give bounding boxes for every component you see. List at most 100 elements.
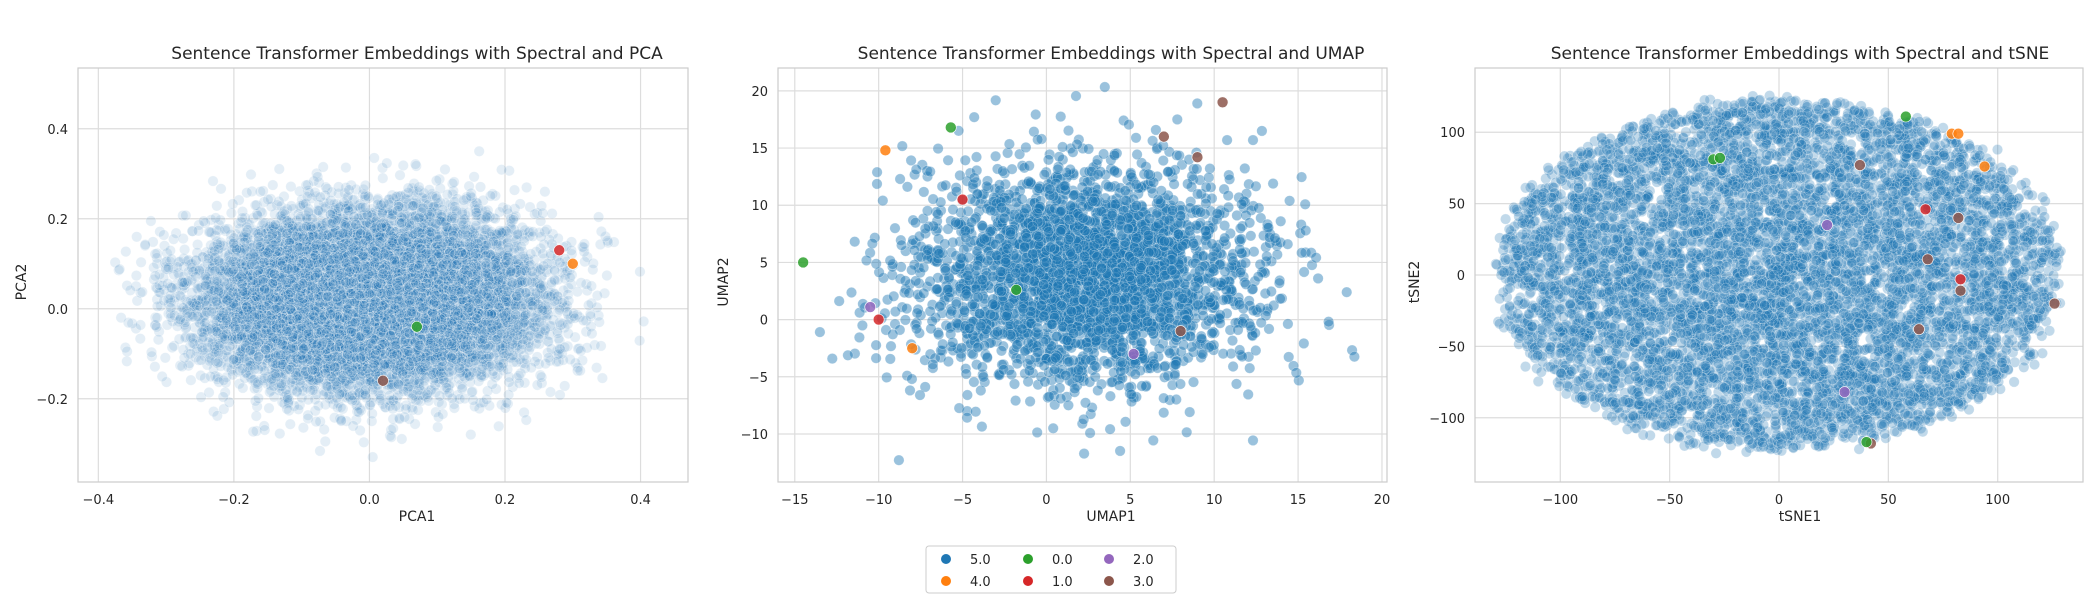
scatter-point [370, 252, 382, 264]
scatter-point [406, 351, 418, 363]
scatter-point [168, 233, 180, 245]
scatter-point [385, 314, 397, 326]
scatter-point [204, 331, 216, 343]
scatter-point [339, 275, 351, 287]
scatter-point [420, 261, 432, 273]
scatter-point [365, 249, 377, 261]
scatter-point [358, 300, 370, 312]
scatter-point [399, 291, 411, 303]
scatter-point [291, 342, 303, 354]
scatter-point [309, 331, 321, 343]
scatter-point [396, 433, 408, 445]
scatter-point [294, 279, 306, 291]
scatter-point [333, 287, 345, 299]
scatter-point [440, 312, 452, 324]
scatter-point [135, 256, 147, 268]
scatter-point [309, 268, 321, 280]
scatter-point [367, 325, 379, 337]
scatter-point [362, 306, 374, 318]
scatter-point [593, 211, 605, 223]
scatter-point [450, 303, 462, 315]
scatter-point [386, 283, 398, 295]
x-tick-label: 0.0 [359, 493, 380, 508]
scatter-point [385, 329, 397, 341]
scatter-point [313, 295, 325, 307]
scatter-point [337, 265, 349, 277]
scatter-point [554, 389, 566, 401]
scatter-point [437, 312, 449, 324]
x-tick-label: 0.2 [495, 493, 516, 508]
scatter-point [292, 370, 304, 382]
scatter-point [398, 253, 410, 265]
scatter-point [290, 374, 302, 386]
scatter-point [255, 291, 267, 303]
scatter-point [237, 382, 249, 394]
scatter-point [323, 284, 335, 296]
scatter-point [308, 326, 320, 338]
scatter-point [207, 175, 219, 187]
scatter-point [324, 259, 336, 271]
scatter-point [371, 355, 383, 367]
scatter-point [435, 332, 447, 344]
scatter-point [176, 283, 188, 295]
scatter-point [443, 312, 455, 324]
scatter-point [395, 339, 407, 351]
scatter-point [312, 301, 324, 313]
scatter-point [275, 309, 287, 321]
scatter-point [388, 276, 400, 288]
x-tick-label: −0.2 [218, 493, 250, 508]
scatter-point [409, 211, 421, 223]
scatter-point [369, 329, 381, 341]
scatter-point [474, 181, 486, 193]
scatter-point [355, 351, 367, 363]
scatter-point [261, 316, 273, 328]
scatter-point [288, 269, 300, 281]
scatter-point [321, 315, 333, 327]
scatter-point [312, 223, 324, 235]
scatter-point [339, 305, 351, 317]
scatter-point [595, 340, 607, 352]
scatter-point [354, 289, 366, 301]
scatter-point [545, 287, 557, 299]
panel-title: Sentence Transformer Embeddings with Spe… [171, 44, 663, 64]
scatter-point [249, 335, 261, 347]
scatter-point [352, 347, 364, 359]
scatter-point [131, 231, 143, 243]
scatter-point [276, 276, 288, 288]
scatter-point [177, 233, 189, 245]
scatter-point [455, 292, 467, 304]
scatter-point [385, 338, 397, 350]
scatter-point [252, 301, 264, 313]
scatter-point [406, 211, 418, 223]
scatter-point [331, 244, 343, 256]
scatter-point [485, 229, 497, 241]
scatter-point [509, 269, 521, 281]
scatter-point [395, 265, 407, 277]
y-axis-label: PCA2 [14, 264, 30, 301]
scatter-point [304, 282, 316, 294]
scatter-point [333, 293, 345, 305]
scatter-point [237, 293, 249, 305]
panel-pca: Sentence Transformer Embeddings with Spe… [14, 44, 689, 525]
scatter-point [342, 289, 354, 301]
scatter-point [274, 366, 286, 378]
scatter-point [439, 302, 451, 314]
x-tick-label: −0.4 [83, 493, 115, 508]
scatter-point [357, 329, 369, 341]
y-tick-label: −0.2 [36, 393, 68, 408]
scatter-point [161, 376, 173, 388]
scatter-point [401, 267, 413, 279]
scatter-point [406, 401, 418, 413]
scatter-point [294, 333, 306, 345]
scatter-point [312, 276, 324, 288]
scatter-point [333, 304, 345, 316]
scatter-point [306, 311, 318, 323]
scatter-point [415, 276, 427, 288]
scatter-point [362, 298, 374, 310]
scatter-point [366, 323, 378, 335]
scatter-point [256, 334, 268, 346]
scatter-point [297, 422, 309, 434]
scatter-point [367, 224, 379, 236]
scatter-point [444, 287, 456, 299]
